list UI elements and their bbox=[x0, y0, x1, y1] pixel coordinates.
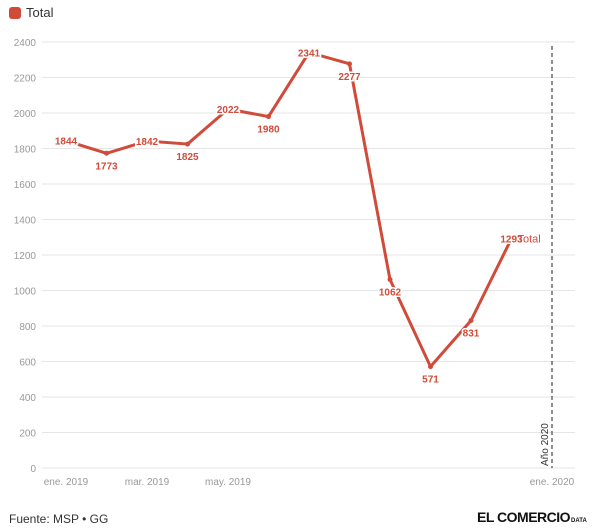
data-label: 1980 bbox=[257, 125, 280, 136]
data-label: 1293 bbox=[500, 234, 523, 245]
data-point bbox=[185, 141, 190, 147]
data-label: 2022 bbox=[217, 105, 240, 116]
brand-suffix: DATA bbox=[571, 518, 587, 524]
x-tick-label: may. 2019 bbox=[205, 477, 251, 488]
data-point bbox=[306, 49, 312, 55]
source-note: Fuente: MSP • GG bbox=[9, 512, 109, 526]
legend-label: Total bbox=[26, 5, 54, 20]
data-labels: 1844 1773 1842 1825 2022 1980 2341 2277 1062 571 8… bbox=[53, 47, 541, 387]
data-point bbox=[428, 364, 433, 370]
data-label: 1825 bbox=[176, 152, 199, 163]
y-axis-ticks: 0 200 400 600 800 1000 1200 1400 1600 1800 2000 220… bbox=[14, 38, 37, 475]
data-label: 1844 bbox=[55, 137, 78, 148]
series-line bbox=[64, 50, 513, 369]
line-chart: 0 200 400 600 800 1000 1200 1400 1600 1800 2000 220… bbox=[14, 38, 575, 488]
y-tick-label: 2200 bbox=[14, 74, 37, 85]
y-tick-label: 600 bbox=[19, 358, 36, 369]
data-label: 2277 bbox=[338, 72, 361, 83]
data-point bbox=[144, 138, 150, 144]
data-label: 1773 bbox=[95, 161, 118, 172]
divider-label: Año 2020 bbox=[540, 423, 551, 466]
data-point bbox=[225, 106, 231, 112]
series-end-label: Total bbox=[518, 233, 541, 245]
data-label: 1062 bbox=[379, 287, 402, 298]
y-tick-label: 1600 bbox=[14, 180, 37, 191]
y-tick-label: 400 bbox=[19, 393, 36, 404]
y-tick-label: 200 bbox=[19, 429, 36, 440]
y-tick-label: 2000 bbox=[14, 109, 37, 120]
data-label: 2341 bbox=[298, 48, 321, 59]
data-point bbox=[266, 114, 271, 120]
grid-lines bbox=[42, 41, 575, 469]
data-label: 831 bbox=[463, 328, 480, 339]
data-label: 571 bbox=[422, 375, 439, 386]
y-tick-label: 2400 bbox=[14, 38, 37, 49]
data-label: 1842 bbox=[136, 137, 159, 148]
data-point bbox=[468, 317, 474, 323]
y-tick-label: 1400 bbox=[14, 216, 37, 227]
x-tick-label: mar. 2019 bbox=[125, 477, 170, 488]
brand-logo: EL COMERCIO DATA bbox=[477, 509, 587, 525]
x-tick-label: ene. 2019 bbox=[44, 477, 89, 488]
year-divider: Año 2020 bbox=[540, 46, 553, 468]
y-tick-label: 0 bbox=[30, 464, 36, 475]
y-tick-label: 1200 bbox=[14, 251, 37, 262]
series-total bbox=[63, 49, 514, 370]
chart-legend: Total bbox=[9, 5, 53, 20]
data-point bbox=[347, 61, 352, 67]
brand-name: EL COMERCIO bbox=[477, 509, 571, 525]
data-point bbox=[63, 138, 69, 144]
x-tick-label: ene. 2020 bbox=[530, 477, 575, 488]
y-tick-label: 1000 bbox=[14, 287, 37, 298]
y-tick-label: 1800 bbox=[14, 145, 37, 156]
data-point bbox=[104, 150, 109, 156]
legend-swatch bbox=[9, 6, 21, 19]
y-tick-label: 800 bbox=[19, 322, 36, 333]
data-point bbox=[509, 235, 514, 241]
data-point bbox=[387, 276, 393, 282]
